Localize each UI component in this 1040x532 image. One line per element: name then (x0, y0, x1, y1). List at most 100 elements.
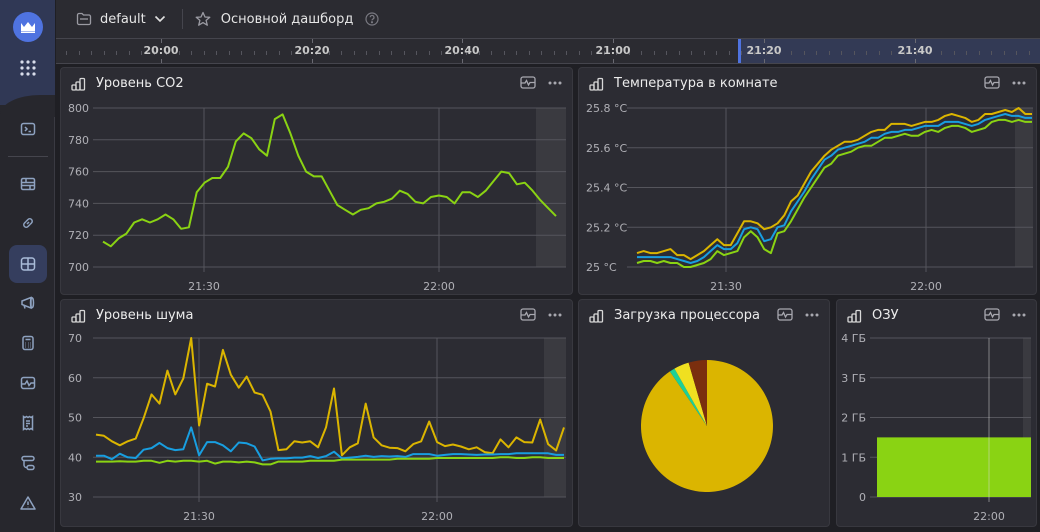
chart-bars-icon (589, 77, 604, 91)
timeline-label: 20:40 (444, 44, 480, 57)
sidebar-item-dashboards[interactable] (9, 245, 47, 283)
panel-co2: Уровень CO2 700 720 740 760 780 800 21:30 22:00 (60, 67, 573, 295)
svg-text:22:00: 22:00 (910, 280, 942, 293)
timeline-tick (166, 51, 167, 55)
svg-text:70: 70 (68, 332, 82, 345)
timeline-label: 20:00 (143, 44, 179, 57)
sidebar-item-links[interactable] (9, 204, 47, 242)
svg-text:780: 780 (68, 134, 89, 147)
sidebar-item-monitoring[interactable] (9, 364, 47, 402)
timeline-tick (641, 51, 642, 55)
noise-line-chart[interactable]: 30 40 50 60 70 21:30 22:00 (61, 300, 574, 528)
sidebar-item-receipt[interactable] (9, 404, 47, 442)
logo-button[interactable] (13, 12, 43, 42)
sidebar-item-alerts[interactable] (9, 284, 47, 322)
metrics-icon[interactable] (777, 308, 793, 321)
chevron-down-icon (154, 15, 165, 23)
timeline-tick (378, 51, 380, 55)
timeline-label: 21:00 (595, 44, 631, 57)
timeline-tick (703, 51, 705, 55)
timeline-tick (966, 51, 967, 55)
timeline-tick (503, 51, 505, 55)
sidebar-item-workflow[interactable] (9, 444, 47, 482)
svg-text:22:00: 22:00 (423, 280, 455, 293)
timeline-tick (491, 51, 492, 55)
sidebar-item-terminal[interactable] (9, 110, 47, 148)
timeline-tick (341, 51, 342, 55)
panel-title: Уровень CO2 (96, 76, 184, 91)
help-icon[interactable] (365, 12, 379, 26)
metrics-icon[interactable] (984, 76, 1000, 89)
ram-area-chart[interactable]: 0 1 ГБ 2 ГБ 3 ГБ 4 ГБ 22:00 (837, 300, 1038, 528)
more-icon[interactable] (1012, 81, 1026, 85)
timeline-tick (541, 51, 542, 55)
timeline-tick (616, 51, 617, 55)
chart-bars-icon (71, 77, 86, 91)
temperature-line-chart[interactable]: 25 °C 25.2 °C 25.4 °C 25.6 °C 25.8 °C 21:30 22… (579, 68, 1038, 296)
svg-text:50: 50 (68, 412, 82, 425)
timeline-tick (303, 51, 305, 55)
timeline-tick (278, 51, 280, 55)
timeline-major-tick (161, 39, 162, 43)
timeline-tick (116, 51, 117, 55)
apps-grid-icon[interactable] (19, 59, 37, 77)
svg-text:30: 30 (68, 491, 82, 504)
timeline-tick (753, 51, 755, 55)
dashboard-grid-icon (20, 257, 36, 271)
timeline-tick (841, 51, 842, 55)
timeline-scrubber[interactable]: 20:00 20:20 20:40 21:00 21:20 21:40 (56, 38, 1040, 64)
timeline-tick (816, 51, 817, 55)
pie-slice-main (640, 360, 773, 492)
sidebar-item-storage[interactable] (9, 165, 47, 203)
panel-title: Уровень шума (96, 308, 194, 323)
timeline-tick (1016, 51, 1017, 55)
panel-title: Температура в комнате (614, 76, 778, 91)
timeline-tick (741, 51, 742, 55)
timeline-major-tick (462, 39, 463, 43)
metrics-icon[interactable] (984, 308, 1000, 321)
more-icon[interactable] (1012, 313, 1026, 317)
timeline-tick (878, 51, 880, 55)
more-icon[interactable] (548, 313, 562, 317)
timeline-selection[interactable] (738, 39, 1040, 63)
more-icon[interactable] (548, 81, 562, 85)
timeline-tick (1028, 51, 1030, 55)
timeline-tick (603, 51, 605, 55)
svg-text:22:00: 22:00 (973, 510, 1005, 523)
pie-slice-brown (688, 360, 707, 426)
metrics-icon[interactable] (520, 308, 536, 321)
timeline-tick (916, 51, 917, 55)
timeline-major-tick (161, 59, 162, 63)
timeline-major-tick (613, 59, 614, 63)
timeline-tick (416, 51, 417, 55)
timeline-tick (1003, 51, 1005, 55)
sidebar-item-calculator[interactable] (9, 324, 47, 362)
sidebar-item-warning[interactable] (9, 484, 47, 522)
co2-line-chart[interactable]: 700 720 740 760 780 800 21:30 22:00 (61, 68, 574, 296)
timeline-tick (853, 51, 855, 55)
topbar-divider (181, 9, 183, 29)
pie-slice-teal (669, 368, 707, 426)
dashboard-title: Основной дашборд (220, 11, 354, 27)
timeline-tick (128, 51, 130, 55)
timeline-tick (91, 51, 92, 55)
cpu-pie-chart[interactable] (579, 300, 831, 528)
panel-temperature: Температура в комнате 25 °C 25.2 °C 25.4 °… (578, 67, 1037, 295)
svg-text:700: 700 (68, 261, 89, 274)
timeline-major-tick (462, 59, 463, 63)
panel-noise: Уровень шума 30 40 50 60 70 21:30 22:00 (60, 299, 573, 527)
svg-text:0: 0 (859, 491, 866, 504)
star-icon[interactable] (195, 11, 211, 27)
metrics-icon[interactable] (520, 76, 536, 89)
timeline-tick (566, 51, 567, 55)
timeline-tick (791, 51, 792, 55)
timeline-tick (241, 51, 242, 55)
timeline-tick (141, 51, 142, 55)
timeline-major-tick (613, 39, 614, 43)
more-icon[interactable] (805, 313, 819, 317)
timeline-tick (391, 51, 392, 55)
folder-icon (76, 12, 92, 26)
timeline-tick (891, 51, 892, 55)
svg-text:25.4 °C: 25.4 °C (586, 182, 627, 195)
folder-selector[interactable]: default (76, 12, 166, 27)
